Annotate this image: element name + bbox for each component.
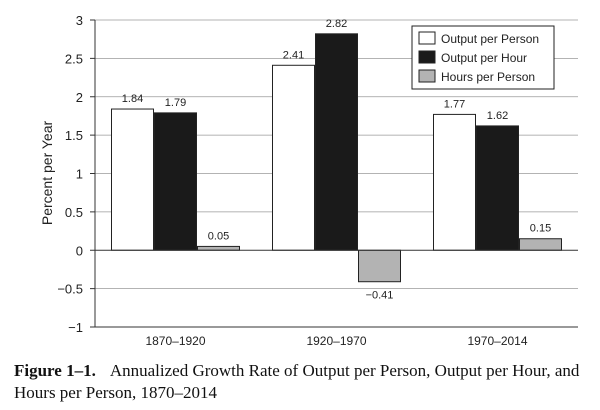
data-label: 2.82 bbox=[326, 18, 347, 30]
bars bbox=[111, 33, 562, 283]
y-tick-label: 0.5 bbox=[65, 205, 83, 220]
bar bbox=[433, 113, 476, 251]
y-tick-label: −0.5 bbox=[57, 282, 83, 297]
y-tick-label: 3 bbox=[76, 13, 83, 28]
bar bbox=[358, 249, 401, 283]
bar bbox=[476, 125, 519, 251]
legend-entry: Output per Person bbox=[441, 32, 539, 46]
data-label: 0.15 bbox=[530, 223, 551, 235]
axes bbox=[90, 19, 578, 328]
y-tick-label: 1 bbox=[76, 167, 83, 182]
y-axis-label: Percent per Year bbox=[39, 121, 55, 226]
bar bbox=[111, 108, 154, 251]
data-label: 1.77 bbox=[444, 98, 465, 110]
bar bbox=[519, 238, 562, 251]
legend: Output per Person Output per Hour Hours pe… bbox=[411, 25, 555, 90]
bar-chart: 3 2.5 2 1.5 1 0.5 0 −0.5 −1 1.84 1.79 0.05 1870–1920… bbox=[39, 13, 578, 348]
figure-title: Annualized Growth Rate of Output per Per… bbox=[14, 361, 580, 402]
y-tick-label: 2.5 bbox=[65, 51, 83, 66]
bar bbox=[154, 112, 197, 251]
y-tick-label: −1 bbox=[68, 320, 83, 335]
x-category-label: 1870–1920 bbox=[145, 334, 205, 348]
figure-number: Figure 1–1. bbox=[14, 361, 96, 380]
bar bbox=[315, 33, 358, 251]
data-label: 2.41 bbox=[283, 49, 304, 61]
x-category-label: 1920–1970 bbox=[306, 334, 366, 348]
legend-entry: Hours per Person bbox=[441, 70, 535, 84]
data-label: 1.79 bbox=[165, 97, 186, 109]
legend-swatch bbox=[418, 31, 436, 45]
legend-entry: Output per Hour bbox=[441, 51, 527, 65]
y-tick-label: 2 bbox=[76, 90, 83, 105]
legend-box bbox=[411, 25, 555, 90]
data-label: 0.05 bbox=[208, 230, 229, 242]
data-label: 1.62 bbox=[487, 110, 508, 122]
legend-swatch bbox=[418, 69, 436, 83]
figure-caption: Figure 1–1. Annualized Growth Rate of Out… bbox=[14, 360, 586, 404]
data-label: 1.84 bbox=[122, 93, 143, 105]
legend-swatch bbox=[418, 50, 436, 64]
bar bbox=[272, 64, 315, 251]
data-label: −0.41 bbox=[366, 290, 394, 302]
x-category-label: 1970–2014 bbox=[467, 334, 527, 348]
bar bbox=[197, 245, 240, 251]
labels: 3 2.5 2 1.5 1 0.5 0 −0.5 −1 1.84 1.79 0.05 1870–1920… bbox=[57, 13, 551, 348]
y-tick-label: 0 bbox=[76, 243, 83, 258]
y-tick-label: 1.5 bbox=[65, 128, 83, 143]
